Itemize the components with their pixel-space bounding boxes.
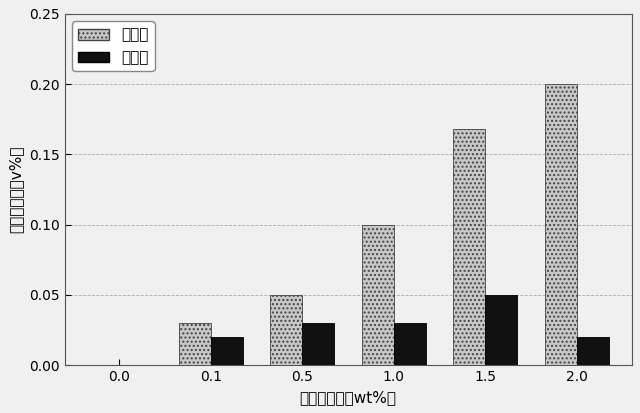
Bar [211,337,243,365]
Bar [545,84,577,365]
Bar [270,295,302,365]
Bar [577,337,609,365]
Y-axis label: アルコール（v%）: アルコール（v%） [8,146,23,233]
Bar [362,225,394,365]
Bar [302,323,334,365]
Bar [453,129,485,365]
Bar [485,295,517,365]
Bar [179,323,211,365]
Legend: 生酵母, 死酵母: 生酵母, 死酵母 [72,21,154,71]
X-axis label: 酵母添加率（wt%）: 酵母添加率（wt%） [300,390,397,405]
Bar [394,323,426,365]
